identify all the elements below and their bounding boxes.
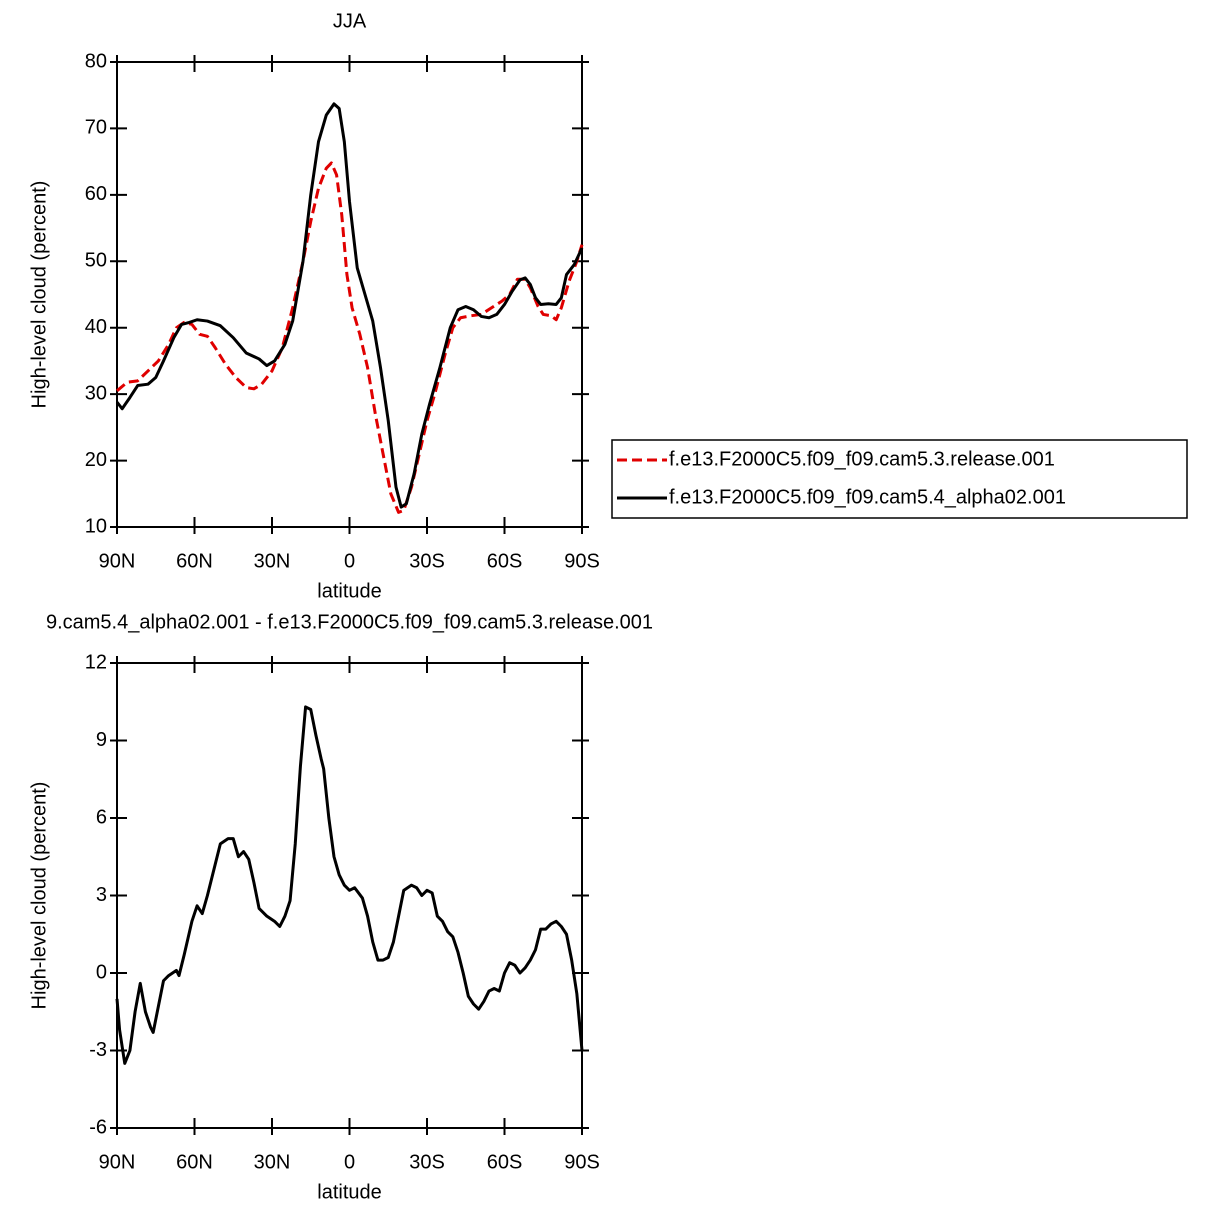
x-tick-label: 90S: [564, 550, 600, 572]
x-tick-label: 60N: [176, 1151, 213, 1173]
y-tick-label: 0: [96, 961, 107, 983]
chart-title: 9.cam5.4_alpha02.001 - f.e13.F2000C5.f09…: [46, 611, 653, 633]
plot-frame: [116, 61, 583, 528]
legend-label: f.e13.F2000C5.f09_f09.cam5.3.release.001: [669, 448, 1055, 470]
y-axis-label: High-level cloud (percent): [28, 181, 50, 409]
x-tick-label: 30N: [254, 550, 291, 572]
x-tick-label: 90N: [99, 1151, 136, 1173]
y-tick-label: 80: [85, 50, 107, 72]
x-tick-label: 30S: [409, 1151, 445, 1173]
legend-box: [611, 439, 1188, 519]
y-tick-label: 6: [96, 806, 107, 828]
y-tick-label: 30: [85, 382, 107, 404]
x-tick-label: 60S: [487, 1151, 523, 1173]
y-axis-label: High-level cloud (percent): [28, 782, 50, 1010]
x-tick-label: 30N: [254, 1151, 291, 1173]
data-line: [116, 161, 584, 514]
y-tick-label: 10: [85, 515, 107, 537]
legend-label: f.e13.F2000C5.f09_f09.cam5.4_alpha02.001: [669, 486, 1066, 508]
data-line: [115, 705, 584, 1065]
x-axis-label: latitude: [317, 580, 382, 602]
y-tick-label: 50: [85, 250, 107, 272]
x-tick-label: 60S: [487, 550, 523, 572]
y-tick-label: 20: [85, 449, 107, 471]
x-axis-label: latitude: [317, 1181, 382, 1203]
y-tick-label: -3: [89, 1039, 107, 1061]
y-tick-label: 40: [85, 316, 107, 338]
y-tick-label: 3: [96, 884, 107, 906]
x-tick-label: 90N: [99, 550, 136, 572]
plot-frame: [116, 662, 583, 1129]
x-tick-label: 0: [344, 1151, 355, 1173]
x-tick-label: 0: [344, 550, 355, 572]
y-tick-label: 9: [96, 729, 107, 751]
chart-title: JJA: [333, 10, 367, 32]
data-line: [115, 102, 584, 509]
y-tick-label: 12: [85, 651, 107, 673]
y-tick-label: -6: [89, 1116, 107, 1138]
x-tick-label: 90S: [564, 1151, 600, 1173]
x-tick-label: 30S: [409, 550, 445, 572]
y-tick-label: 60: [85, 183, 107, 205]
y-tick-label: 70: [85, 117, 107, 139]
x-tick-label: 60N: [176, 550, 213, 572]
